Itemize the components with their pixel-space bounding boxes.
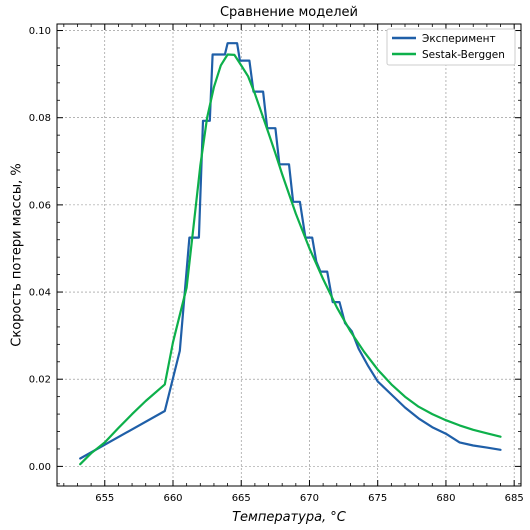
series-line-1 — [79, 53, 502, 466]
legend-label-sestak-berggen: Sestak-Berggen — [422, 49, 505, 61]
y-tick-label: 0.08 — [29, 113, 51, 124]
y-tick-label: 0.10 — [29, 26, 51, 37]
series-layer — [79, 42, 502, 466]
x-tick-labels: 655 660 665 670 675 680 685 — [95, 493, 524, 504]
y-axis-title: Скорость потери массы, % — [10, 163, 25, 346]
x-tick-label: 670 — [300, 493, 319, 504]
x-tick-label: 675 — [368, 493, 387, 504]
x-tick-label: 660 — [163, 493, 182, 504]
legend: Эксперимент Sestak-Berggen — [386, 28, 516, 66]
plot-area — [56, 23, 522, 487]
plot-frame — [56, 23, 522, 487]
x-tick-label: 680 — [436, 493, 455, 504]
legend-label-experiment: Эксперимент — [422, 33, 496, 45]
y-tick-label: 0.04 — [29, 288, 51, 299]
x-axis-title: Температура, °C — [232, 510, 347, 525]
x-tick-label: 685 — [505, 493, 524, 504]
grid — [57, 24, 521, 486]
y-tick-label: 0.02 — [29, 375, 51, 386]
y-tick-label: 0.00 — [29, 462, 51, 473]
ticks — [57, 24, 521, 486]
chart-title: Сравнение моделей — [220, 5, 358, 20]
series-line-0 — [79, 42, 502, 460]
y-tick-label: 0.06 — [29, 200, 51, 211]
x-tick-label: 655 — [95, 493, 114, 504]
legend-box — [386, 28, 516, 66]
x-tick-label: 665 — [232, 493, 251, 504]
y-tick-labels: 0.00 0.02 0.04 0.06 0.08 0.10 — [29, 26, 51, 473]
